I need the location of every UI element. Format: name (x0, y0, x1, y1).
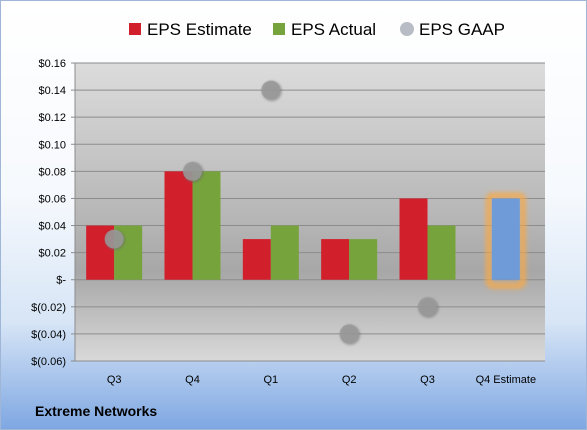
bar-eps-actual (270, 225, 299, 280)
x-tick-label: Q4 Estimate (476, 374, 537, 386)
x-tick-label: Q2 (342, 374, 357, 386)
bars (86, 171, 526, 289)
y-tick-label: $(0.02) (31, 302, 66, 314)
x-tick-label: Q3 (420, 374, 435, 386)
bar-eps-estimate (321, 239, 350, 280)
gaap-point (183, 161, 202, 181)
y-tick-label: $0.12 (38, 112, 66, 124)
y-tick-label: $- (56, 275, 66, 287)
y-tick-label: $0.16 (38, 58, 66, 70)
x-tick-label: Q1 (263, 374, 278, 386)
bar-eps-estimate-forecast (491, 198, 520, 280)
legend-swatch (273, 23, 285, 35)
plot-area (75, 63, 545, 361)
company-name: Extreme Networks (35, 403, 158, 419)
legend-label: EPS Actual (291, 20, 376, 39)
x-tick-label: Q3 (107, 374, 122, 386)
y-tick-label: $0.08 (38, 166, 66, 178)
bar-eps-estimate (242, 239, 271, 280)
gaap-points (104, 80, 439, 345)
bar-eps-actual (427, 225, 456, 280)
x-tick-label: Q4 (185, 374, 200, 386)
gaap-point (418, 297, 437, 317)
gaap-point (339, 324, 359, 344)
legend-label: EPS Estimate (147, 20, 252, 39)
y-tick-label: $0.06 (38, 193, 66, 205)
y-tick-label: $(0.06) (31, 356, 66, 368)
forecast-glow (485, 192, 526, 289)
gridlines (71, 62, 545, 362)
bar-eps-actual (192, 171, 221, 280)
y-axis-ticks: $0.16 $0.14 $0.12 $0.10 $0.08 $0.06 $0.04 $0.02… (31, 58, 66, 368)
legend: EPS Estimate EPS Actual EPS GAAP (129, 20, 505, 39)
y-tick-label: $(0.04) (31, 329, 66, 341)
y-tick-label: $0.02 (38, 248, 66, 260)
bar-eps-actual (349, 239, 378, 280)
y-tick-label: $0.04 (38, 221, 66, 233)
bar-eps-estimate (164, 171, 193, 280)
y-tick-label: $0.14 (38, 85, 66, 97)
gaap-point (104, 229, 124, 249)
legend-label: EPS GAAP (419, 20, 505, 39)
bar-eps-estimate (399, 198, 428, 280)
x-axis-ticks: Q3 Q4 Q1 Q2 Q3 Q4 Estimate (107, 374, 536, 386)
legend-swatch (129, 23, 141, 35)
legend-swatch (400, 22, 414, 36)
y-tick-label: $0.10 (38, 139, 66, 151)
gaap-point (261, 80, 281, 100)
